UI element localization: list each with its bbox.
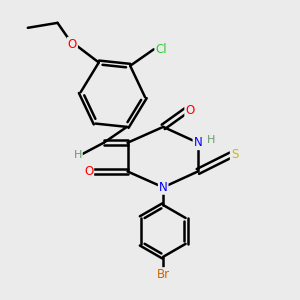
Text: S: S <box>231 148 238 161</box>
Text: N: N <box>194 136 202 149</box>
Text: N: N <box>159 181 168 194</box>
Text: O: O <box>84 165 93 178</box>
Text: O: O <box>68 38 77 51</box>
Text: O: O <box>185 104 194 117</box>
Text: Cl: Cl <box>155 43 167 56</box>
Text: Br: Br <box>157 268 170 281</box>
Text: H: H <box>207 135 215 145</box>
Text: H: H <box>74 150 82 160</box>
